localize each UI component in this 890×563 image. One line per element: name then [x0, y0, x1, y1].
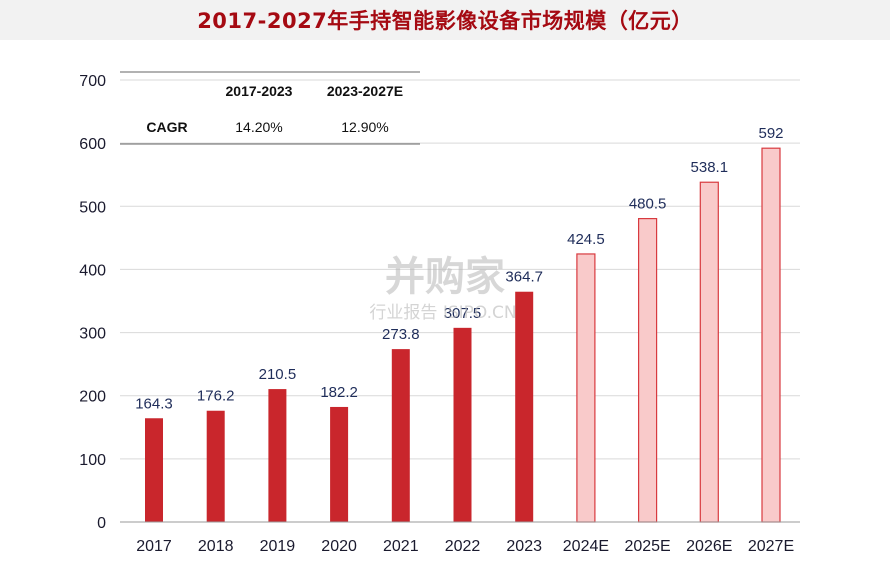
y-tick-label: 700: [79, 73, 106, 90]
bar-2021: [391, 349, 410, 522]
chart-title: 2017-2027年手持智能影像设备市场规模（亿元）: [197, 9, 693, 33]
x-tick-label: 2024E: [563, 538, 609, 555]
data-label: 182.2: [320, 384, 358, 401]
data-label: 307.5: [444, 305, 482, 322]
x-tick-label: 2021: [383, 538, 419, 555]
y-tick-label: 300: [79, 326, 106, 343]
watermark: 并购家 行业报告 ISIPO.CN: [369, 254, 516, 323]
data-label: 164.3: [135, 395, 173, 412]
data-label: 592: [758, 125, 783, 142]
y-tick-label: 200: [79, 389, 106, 406]
cagr-row-label: CAGR: [146, 119, 187, 135]
y-tick-label: 100: [79, 452, 106, 469]
data-label: 273.8: [382, 326, 420, 343]
x-tick-label: 2018: [198, 538, 234, 555]
data-label: 538.1: [691, 159, 729, 176]
bar-2025E: [637, 217, 658, 523]
bar-2018: [206, 410, 225, 522]
x-tick-label: 2027E: [748, 538, 794, 555]
x-tick-label: 2023: [506, 538, 542, 555]
cagr-header-period-2: 2023-2027E: [327, 83, 403, 99]
y-tick-label: 400: [79, 262, 106, 279]
x-tick-label: 2020: [321, 538, 357, 555]
data-label: 210.5: [259, 366, 297, 383]
x-tick-label: 2017: [136, 538, 172, 555]
data-label: 480.5: [629, 196, 667, 213]
bars: [145, 147, 781, 523]
cagr-value-1: 14.20%: [235, 119, 282, 135]
cagr-value-2: 12.90%: [341, 119, 388, 135]
bar-2017: [145, 418, 163, 522]
watermark-sub: 行业报告 ISIPO.CN: [369, 303, 516, 323]
bar-2019: [268, 389, 287, 522]
y-tick-label: 0: [97, 515, 106, 532]
data-label: 176.2: [197, 388, 235, 405]
bar-2024E: [576, 253, 596, 523]
x-axis-ticks: 2017 2018 2019 2020 2021 2022 2023 2024E 2025E 20…: [136, 538, 794, 555]
data-label: 364.7: [505, 269, 543, 286]
bar-2020: [330, 406, 349, 522]
data-labels: 164.3 176.2 210.5 182.2 273.8 307.5 364.7 424.5…: [135, 125, 783, 412]
y-tick-label: 600: [79, 136, 106, 153]
x-tick-label: 2019: [260, 538, 296, 555]
x-tick-label: 2025E: [624, 538, 670, 555]
y-axis-ticks: 0 100 200 300 400 500 600 700: [79, 73, 106, 532]
x-tick-label: 2022: [445, 538, 481, 555]
title-bar: [0, 0, 890, 40]
data-label: 424.5: [567, 231, 605, 248]
x-tick-label: 2026E: [686, 538, 732, 555]
bar-2027E: [761, 147, 781, 523]
cagr-table: 2017-2023 2023-2027E CAGR 14.20% 12.90%: [120, 71, 420, 145]
watermark-main: 并购家: [385, 254, 505, 300]
bar-2023: [515, 291, 534, 522]
y-tick-label: 500: [79, 199, 106, 216]
bar-2022: [453, 327, 472, 522]
cagr-header-period-1: 2017-2023: [226, 83, 293, 99]
bar-2026E: [699, 181, 719, 523]
